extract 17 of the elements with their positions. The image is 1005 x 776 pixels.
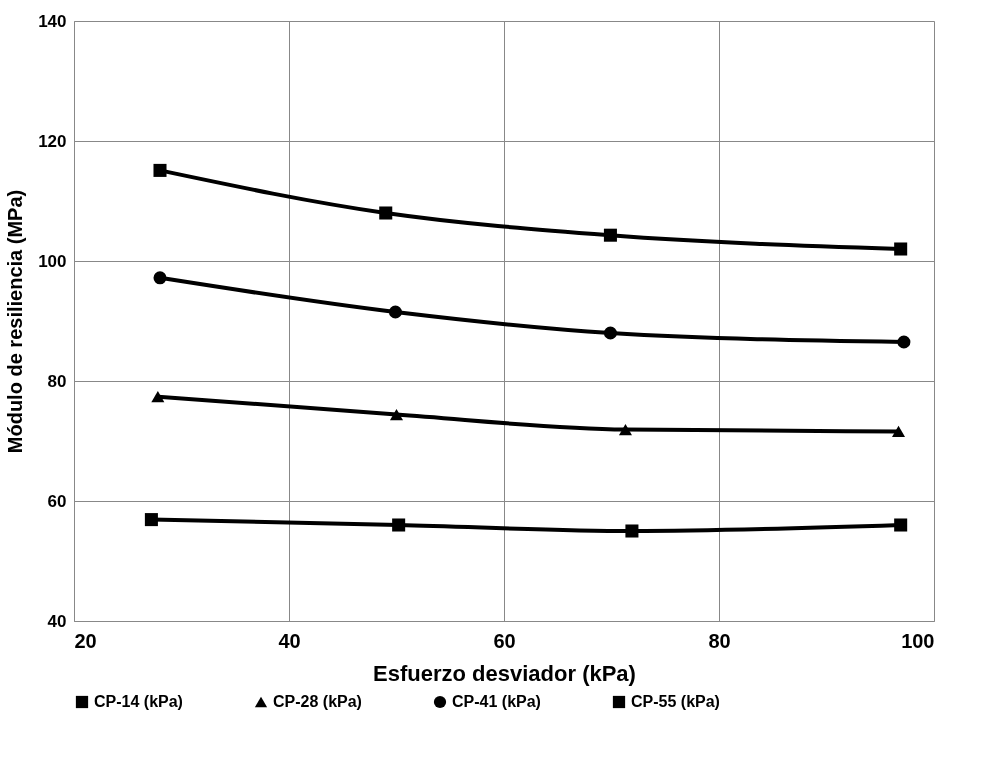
x-tick-label: 80 [708, 629, 731, 652]
x-tick-label: 40 [278, 629, 301, 652]
x-tick-label: 100 [901, 629, 935, 652]
y-tick-label: 80 [47, 371, 67, 391]
y-tick-label: 40 [47, 611, 67, 631]
y-tick-label: 60 [47, 491, 67, 511]
legend-label: CP-41 (kPa) [452, 693, 541, 710]
y-axis-title: Módulo de resiliencia (MPa) [4, 189, 27, 454]
legend-label: CP-14 (kPa) [94, 693, 183, 710]
y-tick-label: 100 [38, 251, 67, 271]
x-axis-title: Esfuerzo desviador (kPa) [373, 660, 636, 686]
x-tick-label: 60 [493, 629, 516, 652]
y-tick-label: 140 [38, 11, 67, 31]
x-tick-label: 20 [74, 629, 97, 652]
y-tick-label: 120 [38, 131, 67, 151]
legend-label: CP-28 (kPa) [273, 693, 362, 710]
legend-label: CP-55 (kPa) [631, 693, 720, 710]
